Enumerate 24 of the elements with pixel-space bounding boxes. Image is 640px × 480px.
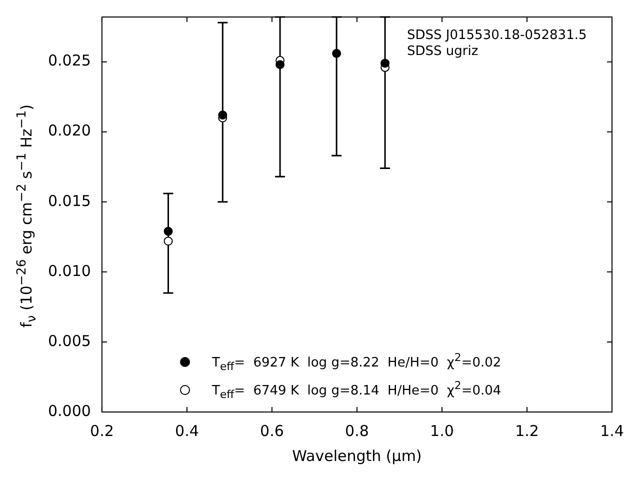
point (276, 60, 285, 70)
annotation: SDSS J015530.18-052831.5 (407, 28, 587, 44)
x-tick-label: 0.6 (260, 422, 284, 440)
x-tick-label: 0.4 (175, 422, 199, 440)
point (332, 48, 342, 58)
y-tick-label: 0.015 (48, 192, 91, 210)
y-tick-label: 0.000 (48, 402, 91, 420)
y-tick-label: 0.010 (48, 262, 91, 280)
x-tick-label: 1.0 (430, 422, 454, 440)
y-tick-label: 0.025 (48, 52, 91, 70)
x-tick-label: 1.2 (515, 422, 539, 440)
y-tick-label: 0.020 (48, 122, 91, 140)
x-tick-label: 1.4 (600, 422, 624, 440)
point (164, 236, 173, 246)
x-tick-label: 0.2 (90, 422, 114, 440)
legend-label: T$_{eff}$= 6927 K log g=8.22 He/H=0 χ$^{2}$=0.02 (212, 351, 502, 373)
legend-label: T$_{eff}$= 6749 K log g=8.14 H/He=0 χ$^{2}$=0.04 (212, 379, 502, 401)
point (380, 58, 390, 68)
point (164, 226, 173, 236)
y-tick-label: 0.005 (48, 332, 91, 350)
annotation: SDSS ugriz (407, 44, 480, 60)
x-axis-title: Wavelength (μm) (292, 446, 422, 465)
x-tick-label: 0.8 (345, 422, 369, 440)
point (218, 110, 228, 120)
